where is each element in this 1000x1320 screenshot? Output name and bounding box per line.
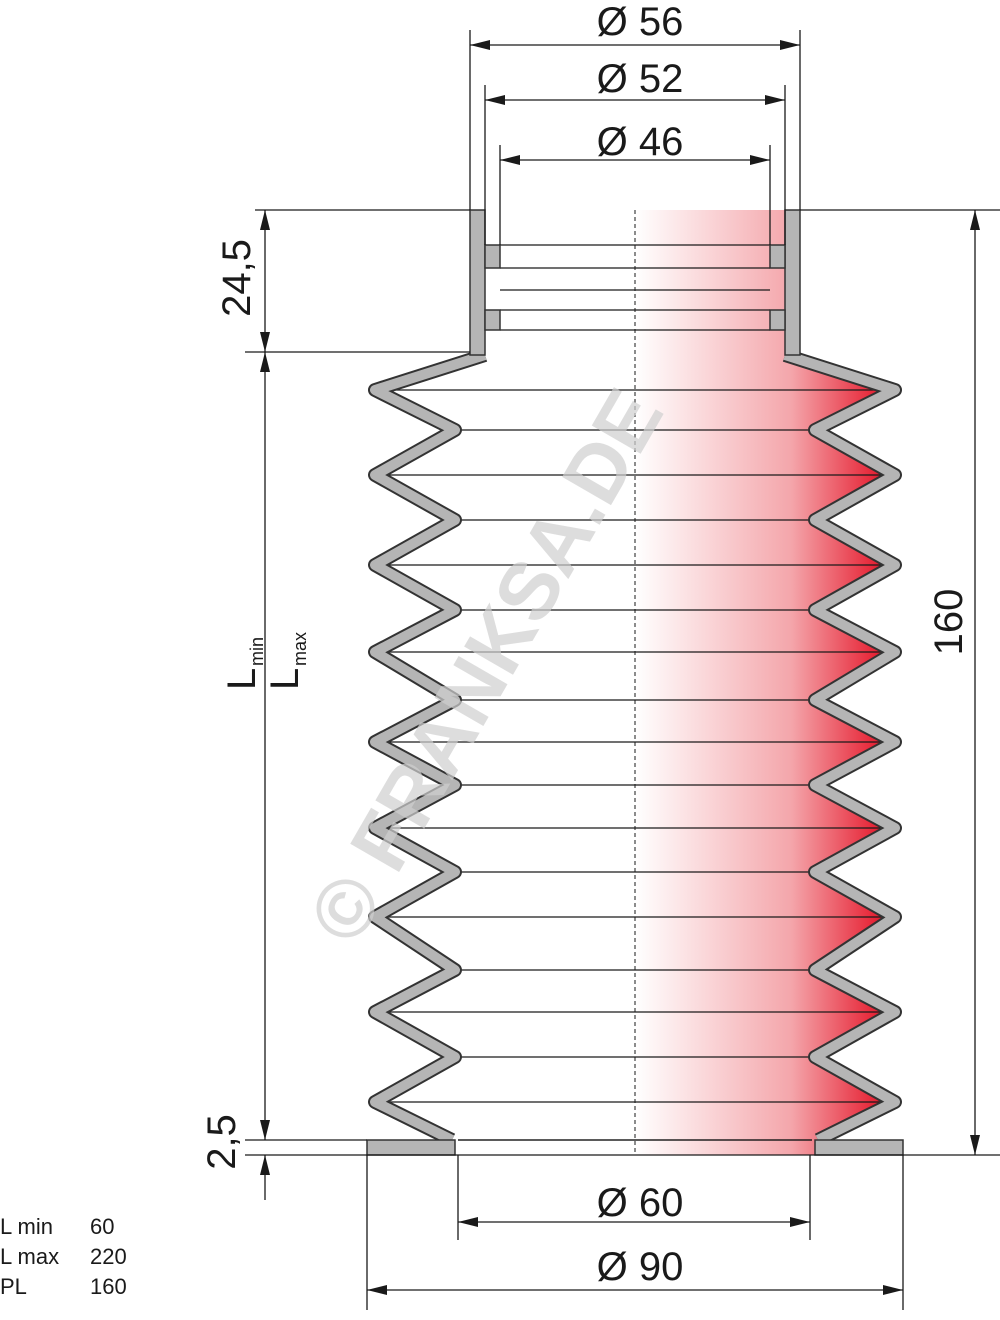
- wall-section: [484, 244, 501, 269]
- length-subscript: min: [247, 637, 267, 666]
- dimension-lines: [260, 40, 980, 1295]
- bellows-body: [366, 209, 904, 1156]
- dimension-label: Ø 46: [597, 120, 684, 164]
- wall-section: [784, 209, 801, 356]
- dimension-label: 24,5: [215, 239, 259, 317]
- wall: [370, 350, 487, 1145]
- length-label-max: L max: [263, 632, 310, 690]
- length-symbol: L: [263, 668, 307, 690]
- wall-section: [814, 1139, 904, 1156]
- extension-lines: [245, 30, 1000, 1310]
- length-symbol: L: [220, 668, 264, 690]
- spec-value: 160: [90, 1274, 127, 1299]
- spec-value: 220: [90, 1244, 127, 1269]
- spec-key: PL: [0, 1274, 27, 1299]
- spec-key: L min: [0, 1214, 53, 1239]
- spec-table: L min 60 L max 220 PL 160: [0, 1214, 127, 1299]
- dimension-label: Ø 60: [597, 1181, 684, 1225]
- wall-section: [769, 309, 786, 331]
- length-subscript: max: [290, 632, 310, 666]
- wall-section: [366, 1139, 456, 1156]
- dimension-label: 160: [927, 589, 971, 656]
- spec-value: 60: [90, 1214, 114, 1239]
- wall-section: [469, 209, 486, 356]
- wall-section: [484, 309, 501, 331]
- dimension-label: Ø 90: [597, 1245, 684, 1289]
- dimension-label: Ø 56: [597, 0, 684, 44]
- spec-key: L max: [0, 1244, 59, 1269]
- wall-section: [769, 244, 786, 269]
- length-label-min: L min: [220, 637, 267, 690]
- watermark: © FRANKSA.DE: [292, 375, 681, 958]
- wall: [783, 350, 900, 1145]
- dimension-label: 2,5: [200, 1114, 244, 1170]
- dimension-label: Ø 52: [597, 57, 684, 101]
